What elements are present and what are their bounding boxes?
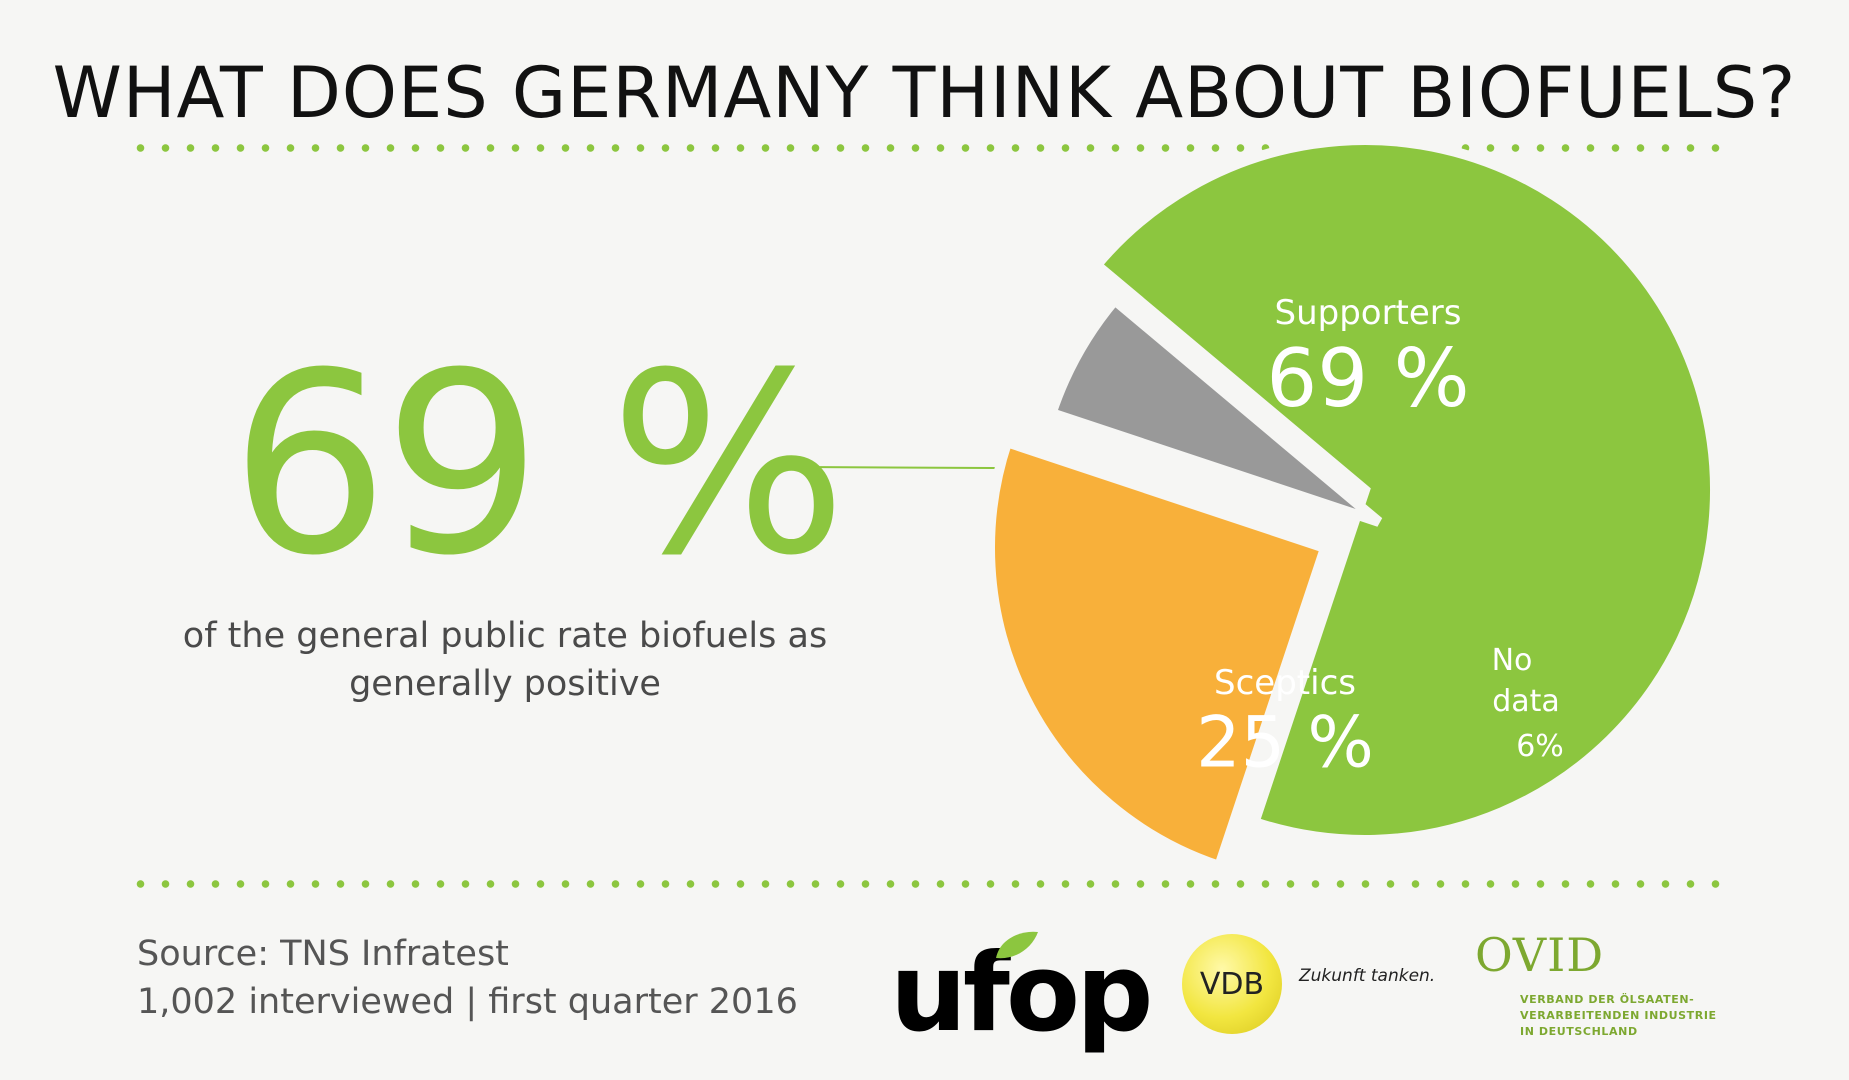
bottom-dotted-divider [128,879,1728,889]
ovid-subtitle: VERBAND DER ÖLSAATEN- VERARBEITENDEN IND… [1520,992,1717,1040]
sample-line: 1,002 interviewed | first quarter 2016 [137,982,798,1022]
pie-slice-sceptics [985,435,1332,873]
vdb-tagline: Zukunft tanken. [1299,966,1436,986]
ufop-logo: ufop [890,931,1153,1056]
pie-slice-name-label: Sceptics [1214,663,1356,703]
top-dotted-divider [128,143,1728,153]
chart-title: WHAT DOES GERMANY THINK ABOUT BIOFUELS? [52,52,1797,134]
ovid-subtitle-line: VERBAND DER ÖLSAATEN- [1520,993,1695,1006]
pie-slice-value-label: 25 % [1196,702,1374,784]
pie-slice-supporters [1089,135,1720,845]
ufop-leaf-icon [996,931,1038,959]
pie-slice-no-data [1045,293,1383,527]
pie-slice-value-label: 69 % [1266,332,1469,425]
pie-slice-name-label: Supporters [1274,293,1461,333]
headline-percentage: 69 % [230,319,847,610]
pie-slice-value-label: 6% [1516,729,1564,764]
vdb-logo: VDB [1182,934,1282,1034]
ovid-subtitle-line: IN DEUTSCHLAND [1520,1025,1638,1038]
ovid-logo: OVID [1475,928,1605,982]
pie-slice-name-label: No [1492,643,1533,678]
pie-slice-name-label: data [1492,684,1560,719]
pie-label-group: No data 6% [1492,643,1564,764]
source-note: Source: TNS Infratest 1,002 interviewed … [137,930,798,1026]
ovid-subtitle-line: VERARBEITENDEN INDUSTRIE [1520,1009,1717,1022]
source-line: Source: TNS Infratest [137,934,509,974]
headline-description: of the general public rate biofuels as g… [182,616,828,704]
